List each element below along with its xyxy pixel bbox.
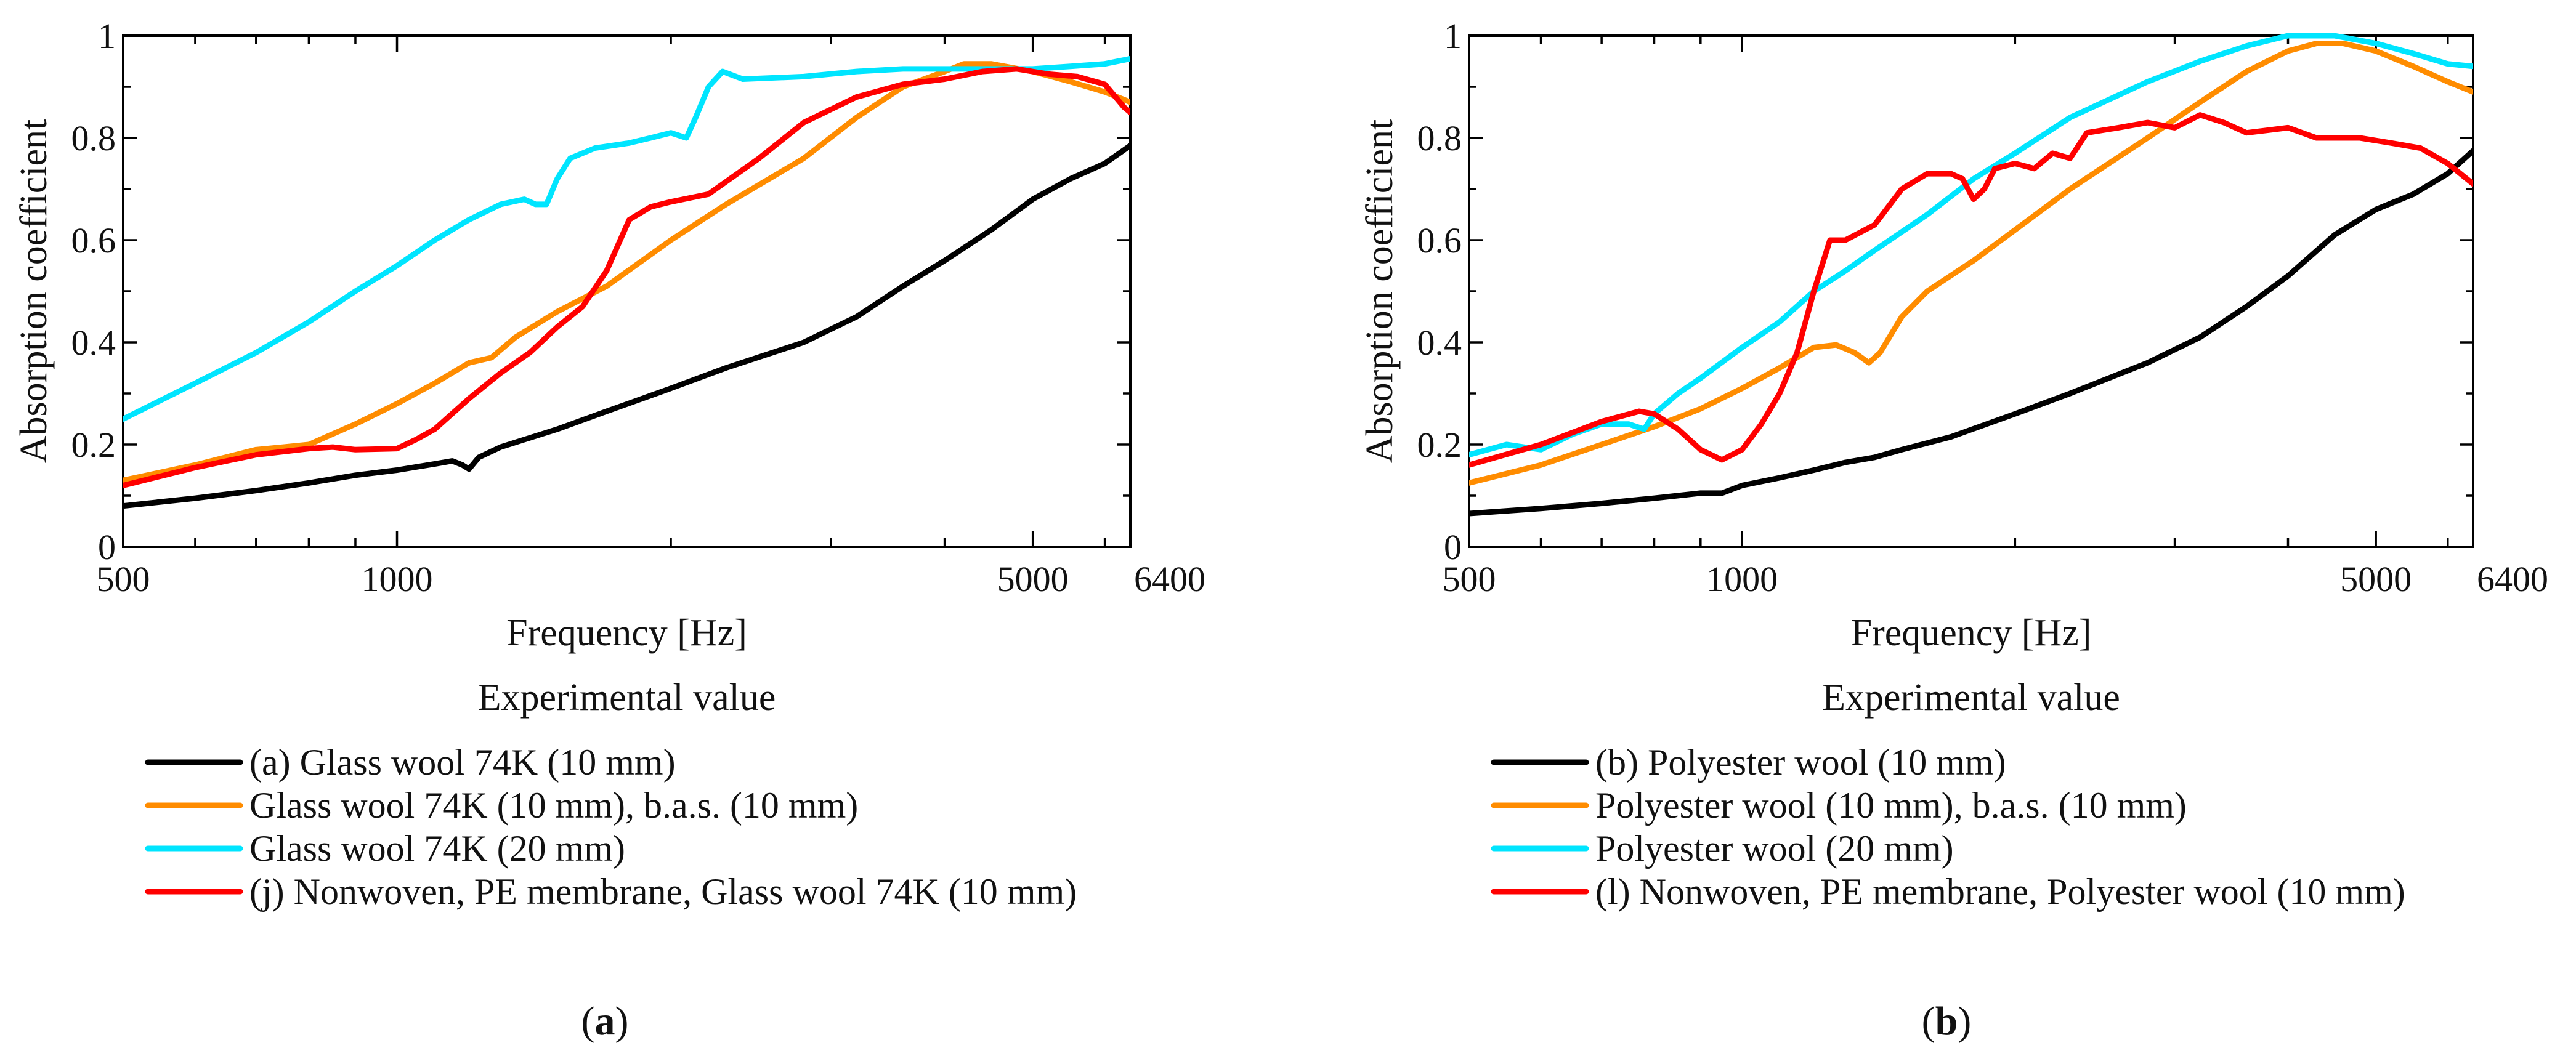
chart-subtitle: Experimental value bbox=[1822, 677, 2120, 719]
series-line-4 bbox=[123, 66, 1130, 488]
y-tick-label: 0.8 bbox=[71, 118, 116, 158]
series-line-2 bbox=[123, 61, 1130, 483]
x-tick-label: 1000 bbox=[1706, 559, 1778, 599]
legend-label: Glass wool 74K (10 mm), b.a.s. (10 mm) bbox=[249, 785, 858, 826]
legend-label: (j) Nonwoven, PE membrane, Glass wool 74… bbox=[249, 871, 1077, 912]
y-tick-label: 0.6 bbox=[1417, 220, 1462, 260]
legend-label: (b) Polyester wool (10 mm) bbox=[1595, 742, 2006, 783]
x-tick-label: 5000 bbox=[997, 559, 1069, 599]
y-tick-label: 0.8 bbox=[1417, 118, 1462, 158]
legend-label: Polyester wool (10 mm), b.a.s. (10 mm) bbox=[1595, 785, 2187, 826]
panel-b: 0 0.2 0.4 0.6 0.8 1 500 1000 5000 6400 Frequency [… bbox=[1359, 16, 2548, 1044]
y-tick-label: 0 bbox=[1444, 527, 1462, 567]
series-line-1 bbox=[1469, 148, 2473, 517]
legend-label: Glass wool 74K (20 mm) bbox=[249, 828, 625, 869]
legend-label: (l) Nonwoven, PE membrane, Polyester woo… bbox=[1595, 871, 2405, 912]
y-tick-label: 1 bbox=[1444, 16, 1462, 56]
series-line-3 bbox=[123, 55, 1130, 422]
series-line-1 bbox=[123, 142, 1130, 509]
x-tick-label: 5000 bbox=[2340, 559, 2412, 599]
panel-label: (a) bbox=[581, 999, 629, 1044]
x-axis-title: Frequency [Hz] bbox=[1851, 612, 2092, 654]
panel-letter: b bbox=[1935, 999, 1958, 1044]
y-tick-label: 0.4 bbox=[71, 323, 116, 363]
x-tick-label: 1000 bbox=[362, 559, 433, 599]
y-axis-title: Absorption coefficient bbox=[1359, 119, 1401, 463]
x-tick-label: 500 bbox=[1443, 559, 1496, 599]
y-tick-label: 1 bbox=[98, 16, 116, 56]
x-tick-label: 500 bbox=[97, 559, 150, 599]
y-tick-label: 0.4 bbox=[1417, 323, 1462, 363]
panel-label: (b) bbox=[1922, 999, 1972, 1044]
plot-frame bbox=[122, 34, 1132, 548]
legend-label: Polyester wool (20 mm) bbox=[1595, 828, 1954, 869]
panel-letter: a bbox=[595, 999, 615, 1044]
y-tick-label: 0.2 bbox=[71, 425, 116, 465]
panel-a: 0 0.2 0.4 0.6 0.8 1 500 1000 5000 6400 Frequency [… bbox=[13, 16, 1205, 1044]
y-tick-label: 0.6 bbox=[71, 220, 116, 260]
series-line-2 bbox=[1469, 41, 2473, 486]
x-tick-label: 6400 bbox=[1134, 559, 1205, 599]
x-axis-title: Frequency [Hz] bbox=[506, 612, 747, 654]
chart-subtitle: Experimental value bbox=[478, 677, 776, 719]
series-line-3 bbox=[1469, 33, 2473, 458]
y-tick-label: 0 bbox=[98, 527, 116, 567]
legend-label: (a) Glass wool 74K (10 mm) bbox=[249, 742, 676, 783]
series-line-4 bbox=[1469, 112, 2473, 468]
plot-frame bbox=[1468, 34, 2474, 548]
y-tick-label: 0.2 bbox=[1417, 425, 1462, 465]
x-tick-label: 6400 bbox=[2477, 559, 2548, 599]
y-axis-title: Absorption coefficient bbox=[13, 119, 55, 463]
